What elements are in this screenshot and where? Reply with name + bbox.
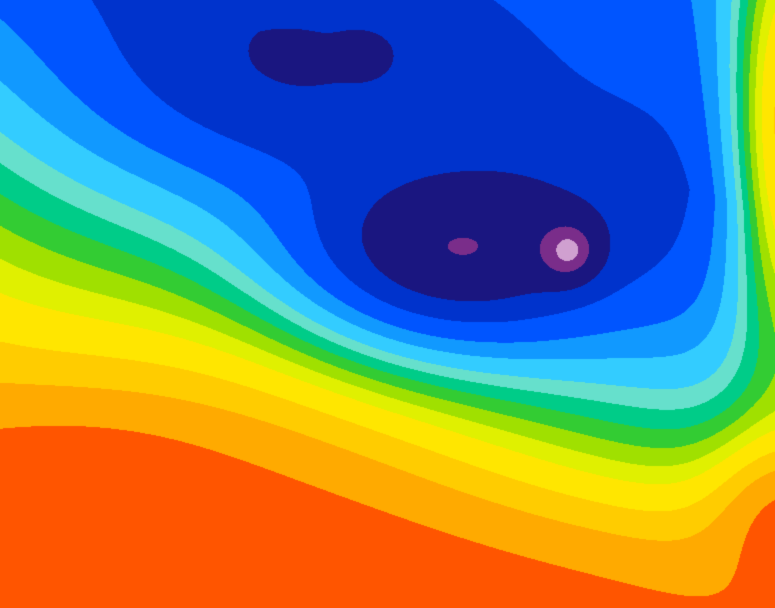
contour-heatmap [0, 0, 775, 608]
